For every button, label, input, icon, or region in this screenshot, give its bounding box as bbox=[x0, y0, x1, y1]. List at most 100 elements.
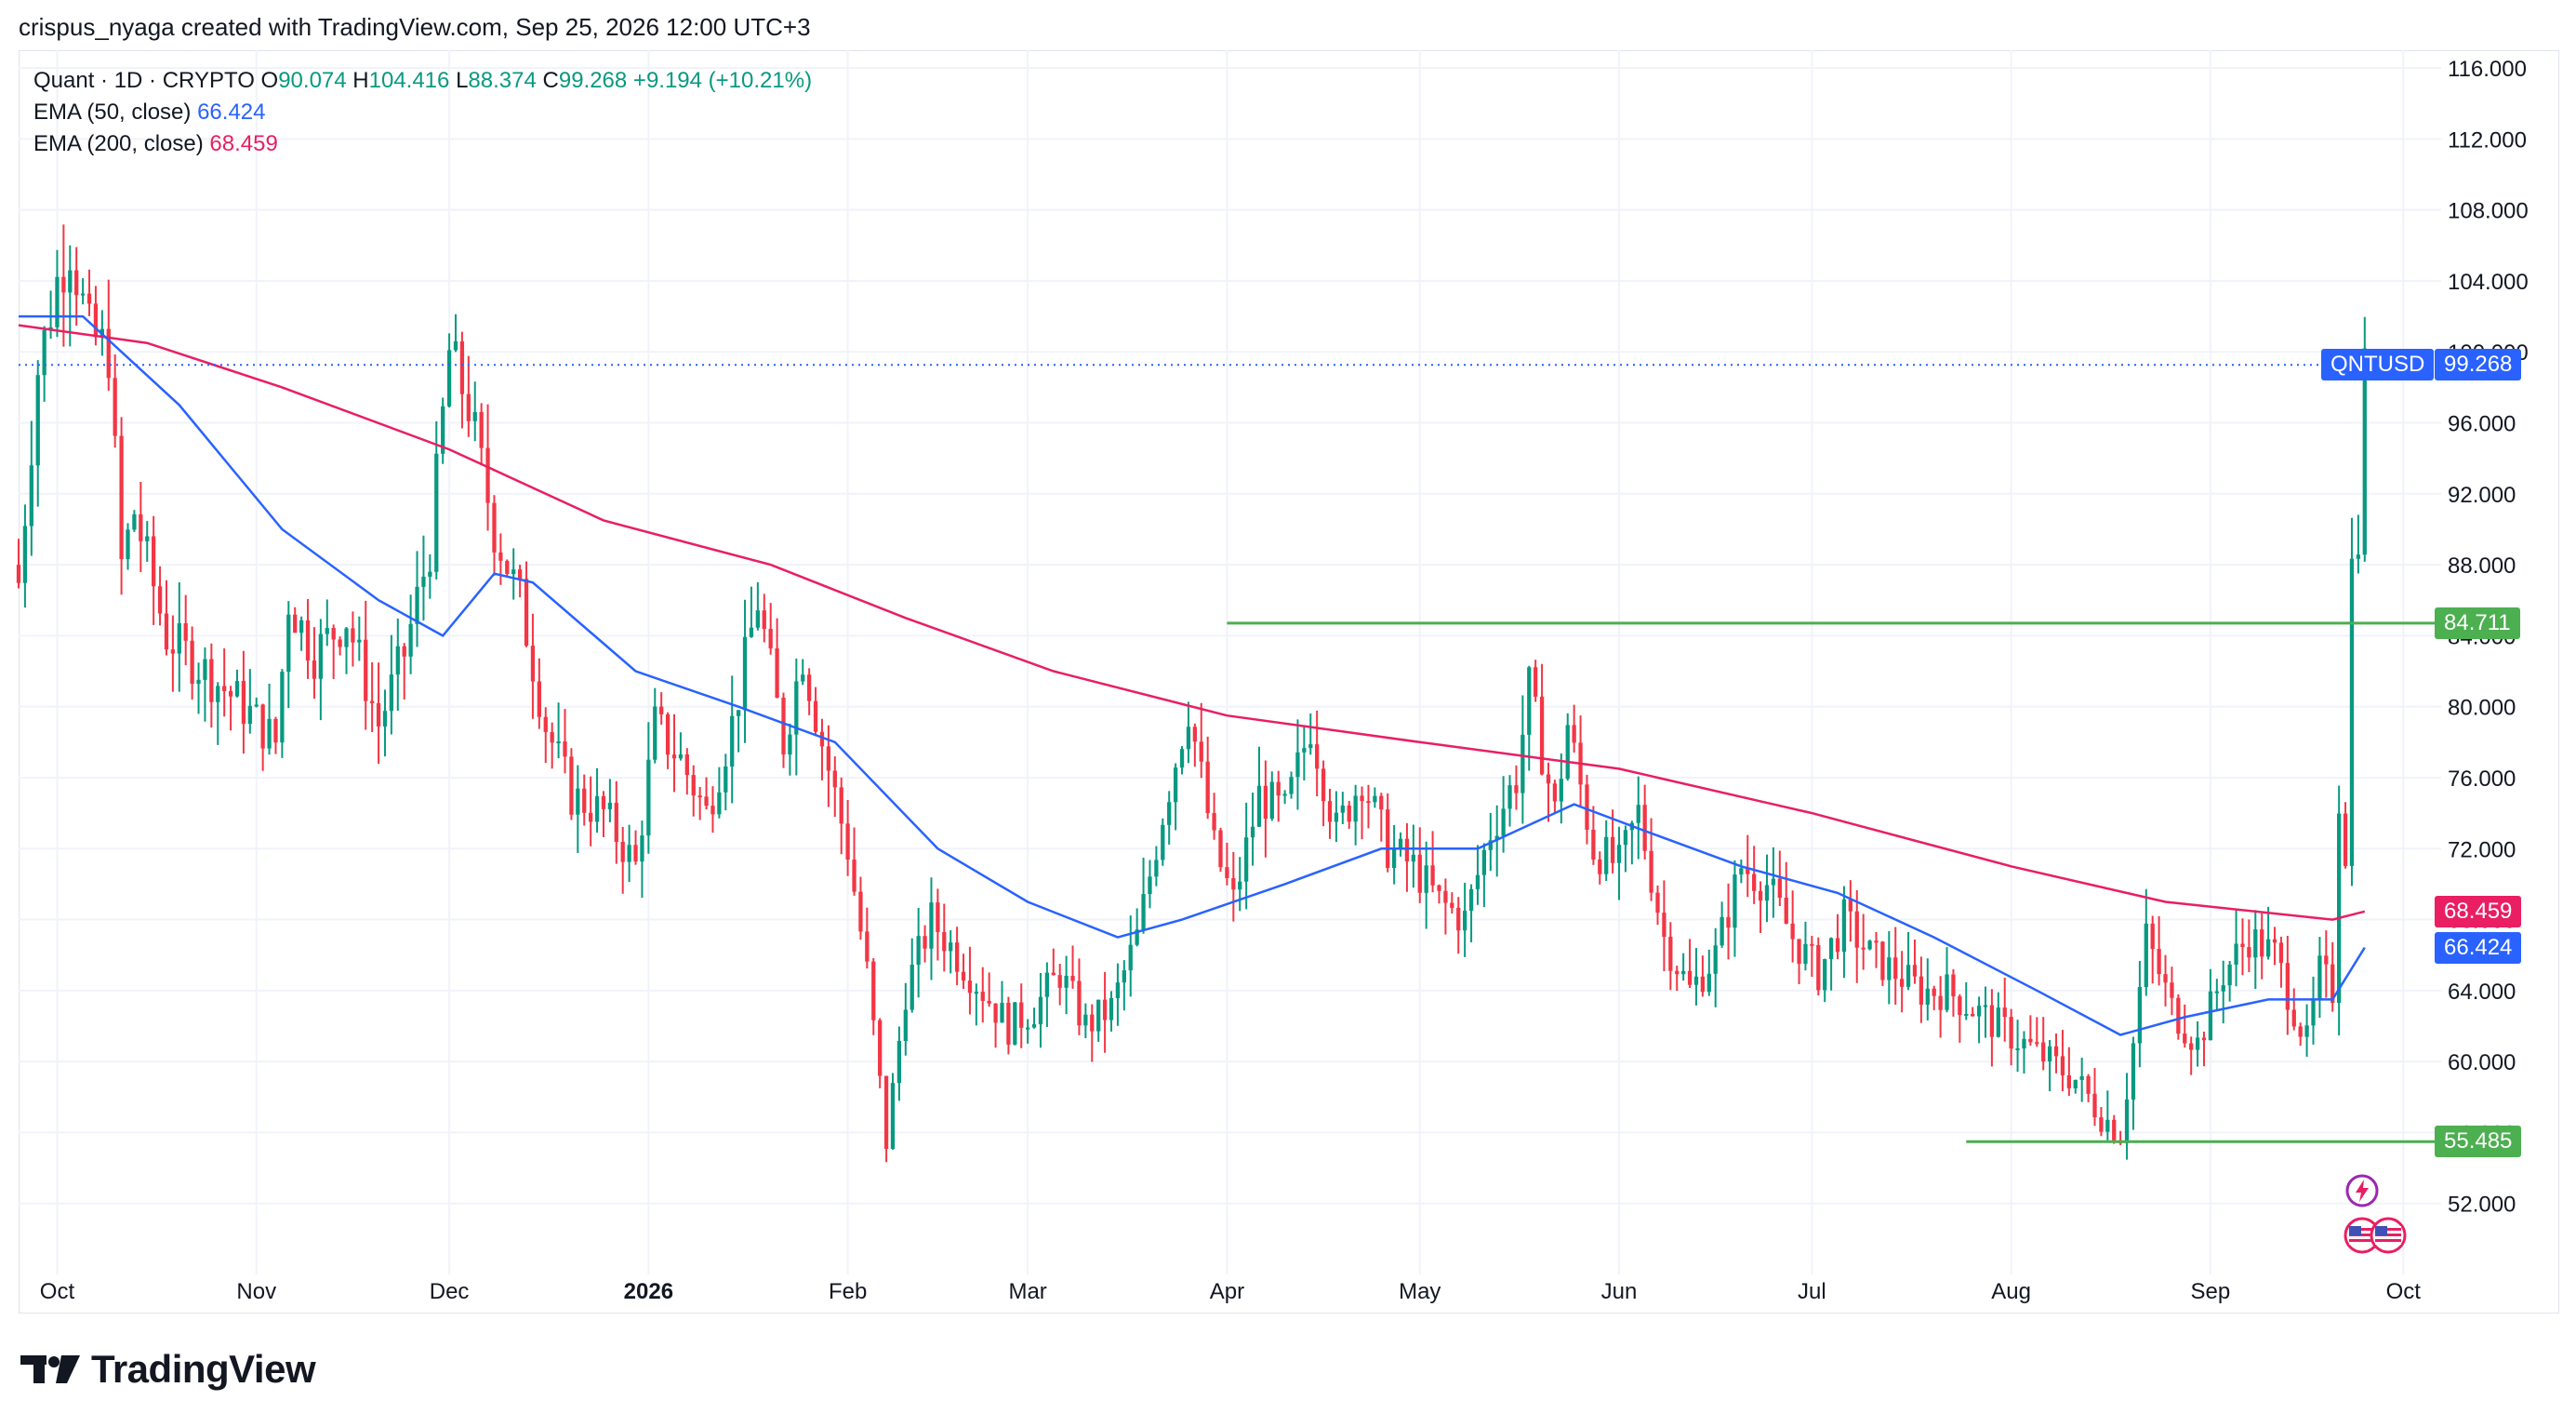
attribution-text: crispus_nyaga created with TradingView.c… bbox=[19, 13, 811, 41]
candle-body bbox=[2208, 991, 2213, 1041]
candle-body bbox=[858, 891, 863, 932]
candle-body bbox=[1244, 837, 1249, 882]
candle-body bbox=[1539, 696, 1545, 775]
candle-body bbox=[152, 536, 156, 587]
candle-body bbox=[724, 766, 728, 793]
candle-body bbox=[2337, 813, 2342, 1004]
candle-body bbox=[1932, 988, 1936, 996]
candle-body bbox=[2291, 1009, 2296, 1027]
last-price-tag: 99.268 bbox=[2435, 349, 2522, 381]
candle-body bbox=[344, 628, 349, 647]
us-flag-icon bbox=[2344, 1217, 2381, 1254]
candle-body bbox=[273, 718, 278, 743]
candle-body bbox=[1263, 785, 1268, 819]
candle-body bbox=[190, 640, 194, 685]
candle-body bbox=[2247, 947, 2251, 958]
candle-body bbox=[987, 1000, 991, 1004]
candle-body bbox=[74, 270, 79, 296]
event-icons[interactable] bbox=[2344, 1172, 2418, 1265]
candle-body bbox=[170, 649, 176, 654]
candle-body bbox=[55, 276, 60, 327]
candle-body bbox=[1282, 794, 1287, 796]
candle-body bbox=[569, 756, 574, 815]
legend-high-label: H bbox=[352, 68, 369, 93]
candle-body bbox=[2285, 963, 2290, 1010]
candle-body bbox=[157, 586, 163, 614]
candle-body bbox=[1828, 938, 1834, 960]
candle-body bbox=[736, 710, 741, 716]
candle-body bbox=[1289, 777, 1294, 794]
x-tick-label: Sep bbox=[2191, 1279, 2231, 1304]
tradingview-logo[interactable]: TradingView bbox=[20, 1347, 316, 1392]
candle-body bbox=[299, 620, 304, 633]
candle-body bbox=[1031, 1024, 1037, 1028]
candle-body bbox=[1302, 748, 1307, 753]
candle-body bbox=[2131, 1043, 2136, 1100]
legend-ema200-row[interactable]: EMA (200, close) 68.459 bbox=[33, 128, 812, 160]
candle-body bbox=[1000, 1003, 1004, 1023]
candle-body bbox=[556, 741, 561, 744]
candle-body bbox=[370, 700, 375, 703]
candle-body bbox=[2112, 1119, 2117, 1140]
y-tick-label: 116.000 bbox=[2448, 57, 2527, 82]
candle-body bbox=[2189, 1043, 2194, 1050]
candle-body bbox=[1810, 943, 1814, 946]
candle-body bbox=[164, 613, 169, 650]
candle-body bbox=[2170, 982, 2174, 998]
candle-body bbox=[415, 586, 419, 624]
candle-body bbox=[1475, 874, 1481, 889]
candle-body bbox=[1212, 813, 1216, 831]
candle-body bbox=[1186, 727, 1191, 750]
candle-body bbox=[1437, 885, 1441, 891]
candle-body bbox=[582, 788, 587, 813]
candle-body bbox=[2183, 1034, 2187, 1044]
candle-body bbox=[1115, 982, 1121, 998]
price-axis: 52.00056.00060.00064.00068.00072.00076.0… bbox=[2448, 57, 2529, 1218]
y-tick-label: 92.000 bbox=[2448, 483, 2516, 508]
support-price-tag: 55.485 bbox=[2435, 1126, 2522, 1158]
chart-area[interactable] bbox=[19, 50, 2559, 1314]
candle-body bbox=[1964, 1013, 1969, 1016]
candle-body bbox=[594, 795, 600, 822]
y-tick-label: 104.000 bbox=[2448, 270, 2529, 295]
candle-body bbox=[550, 731, 554, 743]
candle-body bbox=[1167, 802, 1172, 825]
x-tick-label: Feb bbox=[829, 1279, 867, 1304]
candle-body bbox=[1340, 805, 1345, 813]
candle-body bbox=[1887, 957, 1892, 980]
candle-body bbox=[1610, 836, 1615, 863]
legend-open: 90.074 bbox=[278, 68, 347, 93]
candle-body bbox=[1411, 854, 1415, 862]
candle-body bbox=[1604, 836, 1609, 874]
candle-body bbox=[1861, 947, 1866, 950]
candle-body bbox=[813, 700, 818, 732]
x-tick-label: Jul bbox=[1798, 1279, 1826, 1304]
candle-body bbox=[1269, 781, 1274, 819]
candle-body bbox=[1077, 980, 1082, 1026]
y-tick-label: 72.000 bbox=[2448, 837, 2516, 862]
x-tick-label: Apr bbox=[1210, 1279, 1244, 1304]
candle-body bbox=[954, 942, 960, 972]
candle-body bbox=[2099, 1117, 2104, 1132]
candle-body bbox=[1668, 937, 1673, 971]
legend-low-label: L bbox=[456, 68, 469, 93]
candle-body bbox=[1173, 767, 1178, 803]
candle-body bbox=[949, 942, 953, 952]
x-tick-label: 2026 bbox=[624, 1279, 673, 1304]
legend-ema50-row[interactable]: EMA (50, close) 66.424 bbox=[33, 97, 812, 128]
candle-body bbox=[1675, 970, 1680, 975]
y-tick-label: 64.000 bbox=[2448, 980, 2516, 1005]
legend-symbol: Quant · 1D · CRYPTO bbox=[33, 68, 255, 93]
candle-body bbox=[2234, 943, 2238, 965]
candle-body bbox=[517, 569, 523, 580]
candle-body bbox=[505, 560, 510, 575]
candle-body bbox=[1893, 957, 1898, 980]
candle-body bbox=[2009, 1017, 2013, 1049]
candle-body bbox=[1360, 795, 1364, 802]
y-tick-label: 88.000 bbox=[2448, 553, 2516, 579]
y-tick-label: 80.000 bbox=[2448, 696, 2516, 721]
candle-body bbox=[1976, 1006, 1982, 1017]
candle-body bbox=[543, 716, 548, 732]
candle-body bbox=[1321, 768, 1326, 802]
